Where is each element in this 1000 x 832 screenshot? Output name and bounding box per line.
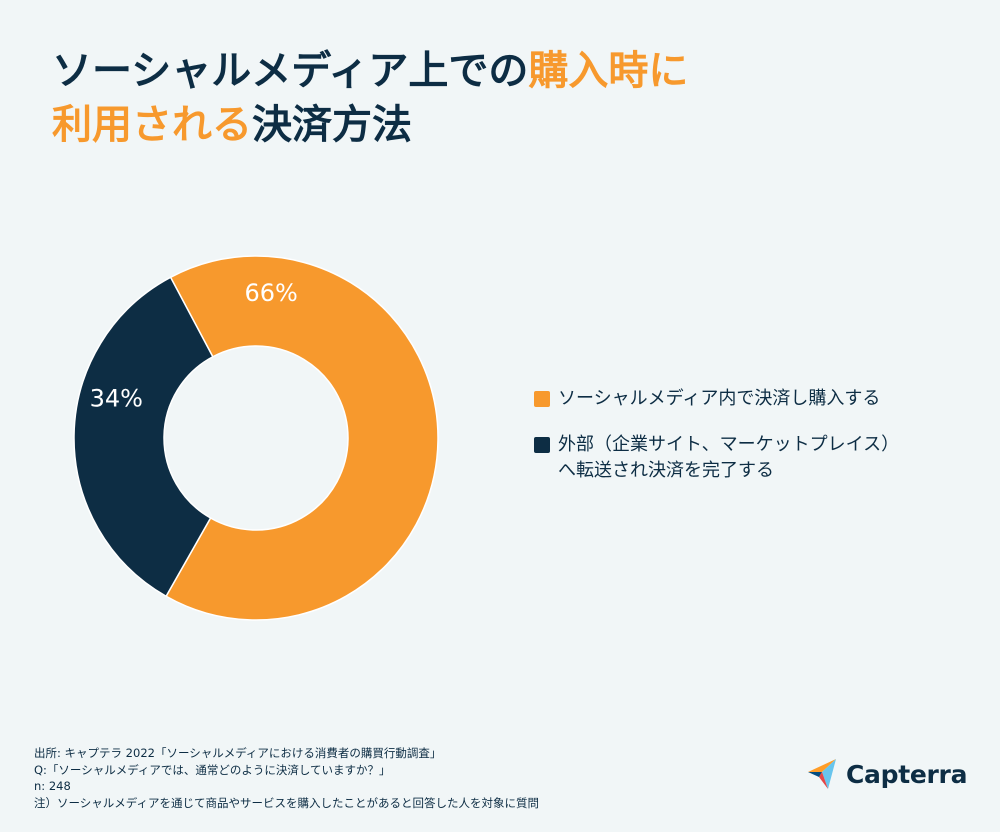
- title-line-1: ソーシャルメディア上での購入時に: [52, 44, 688, 98]
- title-line2-normal: 決済方法: [252, 102, 412, 148]
- donut-slices: [73, 255, 439, 621]
- title-line1-normal: ソーシャルメディア上での: [52, 48, 529, 94]
- footer-notes: 出所: キャプテラ 2022「ソーシャルメディアにおける消費者の購買行動調査」 …: [34, 745, 539, 811]
- slice-value-label-1: 66%: [244, 279, 297, 307]
- title-line2-highlight: 利用される: [52, 102, 252, 148]
- slice-value-label-2: 34%: [90, 384, 143, 412]
- logo-text: Capterra: [846, 759, 968, 789]
- legend-item-2: 外部（企業サイト、マーケットプレイス） へ転送され決済を完了する: [534, 432, 899, 484]
- chart-title: ソーシャルメディア上での購入時に 利用される決済方法: [52, 44, 688, 152]
- donut-labels: 66% 34%: [90, 279, 298, 412]
- footer-note: 注）ソーシャルメディアを通じて商品やサービスを購入したことがあると回答した人を対…: [34, 795, 539, 810]
- footer-source: 出所: キャプテラ 2022「ソーシャルメディアにおける消費者の購買行動調査」: [34, 746, 442, 760]
- capterra-logo: Capterra: [806, 757, 967, 791]
- footer-sample-size: n: 248: [34, 779, 71, 793]
- chart-legend: ソーシャルメディア内で決済し購入する 外部（企業サイト、マーケットプレイス） へ…: [534, 386, 899, 504]
- legend-label-1: ソーシャルメディア内で決済し購入する: [558, 388, 881, 409]
- donut-slice-2: [73, 276, 214, 598]
- footer-question: Q:「ソーシャルメディアでは、通常どのように決済していますか？」: [34, 762, 391, 777]
- legend-label-2: 外部（企業サイト、マーケットプレイス） へ転送され決済を完了する: [558, 434, 900, 481]
- capterra-arrow-icon: [808, 759, 836, 789]
- title-line-2: 利用される決済方法: [52, 98, 688, 152]
- donut-slice-1: [165, 255, 439, 621]
- legend-item-1: ソーシャルメディア内で決済し購入する: [534, 386, 899, 412]
- legend-swatch-2: [534, 437, 550, 453]
- title-line1-highlight: 購入時に: [528, 48, 689, 94]
- legend-swatch-1: [534, 391, 550, 407]
